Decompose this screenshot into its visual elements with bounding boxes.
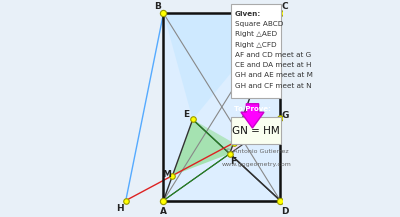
FancyBboxPatch shape [231, 117, 282, 144]
Text: M: M [162, 170, 171, 179]
FancyArrow shape [241, 104, 264, 128]
Text: Square ABCD: Square ABCD [235, 21, 284, 27]
Text: H: H [116, 204, 124, 214]
Text: F: F [230, 157, 236, 166]
Text: Right △AED: Right △AED [235, 31, 277, 37]
Text: Right △CFD: Right △CFD [235, 42, 277, 48]
Text: © Antonio Gutierrez: © Antonio Gutierrez [224, 149, 288, 154]
Text: GN = HM: GN = HM [232, 126, 280, 136]
Text: D: D [282, 207, 289, 216]
Text: G: G [282, 111, 289, 120]
Text: E: E [184, 110, 190, 119]
Text: C: C [282, 2, 288, 11]
Text: CE and DA meet at H: CE and DA meet at H [235, 62, 312, 68]
FancyBboxPatch shape [231, 4, 282, 99]
Text: Given:: Given: [235, 11, 261, 17]
Polygon shape [193, 119, 234, 154]
Polygon shape [164, 13, 280, 119]
Polygon shape [230, 118, 280, 154]
Text: N: N [233, 133, 241, 142]
Text: GH and CF meet at N: GH and CF meet at N [235, 83, 312, 89]
Text: A: A [160, 207, 167, 216]
Text: To Prove:: To Prove: [234, 106, 271, 112]
Polygon shape [172, 119, 230, 176]
Text: www.gogeometry.com: www.gogeometry.com [222, 162, 291, 167]
Polygon shape [164, 13, 280, 201]
Text: GH and AE meet at M: GH and AE meet at M [235, 72, 313, 78]
Text: AF and CD meet at G: AF and CD meet at G [235, 52, 311, 58]
Text: B: B [154, 2, 161, 11]
